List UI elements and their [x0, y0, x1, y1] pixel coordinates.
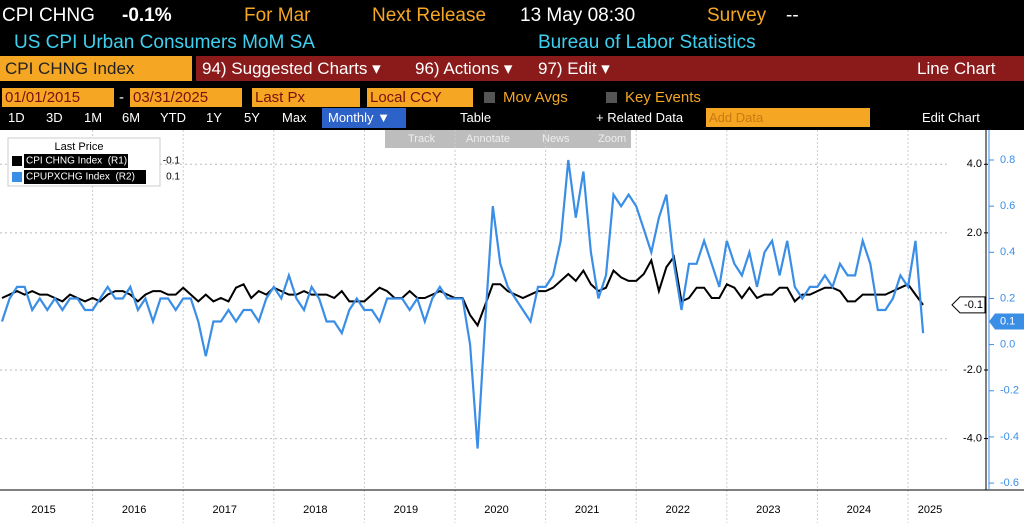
- release-time: 13 May 08:30: [520, 5, 636, 26]
- y2-tick-label: 0.6: [1000, 200, 1015, 212]
- x-tick-label: 2020: [484, 504, 508, 516]
- period-button[interactable]: 3D: [46, 110, 63, 125]
- description: US CPI Urban Consumers MoM SA: [14, 32, 315, 53]
- y-tick-label: -2.0: [963, 364, 982, 376]
- legend-label-bg: [24, 154, 128, 168]
- survey-label: Survey: [707, 5, 767, 26]
- legend-value: 0.1: [166, 172, 180, 183]
- edit[interactable]: 97) Edit ▾: [538, 59, 610, 78]
- security[interactable]: CPI CHNG Index: [5, 59, 135, 78]
- legend-swatch: [12, 156, 22, 166]
- legend-label: CPI CHNG Index (R1): [26, 156, 127, 167]
- period-button[interactable]: 1M: [84, 110, 103, 125]
- y2-tick-label: 0.4: [1000, 246, 1015, 258]
- legend-swatch: [12, 172, 22, 182]
- y2-tick-label: -0.4: [1000, 431, 1019, 443]
- chart-tool: Zoom: [598, 133, 626, 145]
- last-marker: [989, 313, 1024, 330]
- period-button[interactable]: 5Y: [244, 110, 260, 125]
- legend-value: -0.1: [163, 156, 181, 167]
- x-tick-label: 2016: [122, 504, 146, 516]
- x-tick-label: 2018: [303, 504, 327, 516]
- start-date[interactable]: 01/01/2015: [2, 88, 114, 107]
- security-box[interactable]: [0, 56, 192, 81]
- chart-tool: Annotate: [466, 133, 510, 145]
- y2-tick-label: 0.0: [1000, 339, 1015, 351]
- suggested-charts[interactable]: 94) Suggested Charts ▾: [202, 59, 381, 78]
- actions[interactable]: 96) Actions ▾: [415, 59, 513, 78]
- y2-tick-label: 0.2: [1000, 292, 1015, 304]
- x-tick-label: 2024: [847, 504, 871, 516]
- checkbox[interactable]: [606, 92, 617, 103]
- chart: Track Annotate News Zoom 2015 2016 2017 2018 201…: [0, 130, 1024, 523]
- tool-strip: [385, 130, 631, 148]
- period-button[interactable]: 1D: [8, 110, 25, 125]
- series-line: [0, 159, 925, 449]
- x-tick-label: 2017: [212, 504, 236, 516]
- x-tick-label: 2021: [575, 504, 599, 516]
- currency[interactable]: Local CCY: [367, 88, 473, 107]
- frequency-box[interactable]: [322, 108, 406, 128]
- period-button[interactable]: Max: [282, 110, 307, 125]
- y-tick-label: -4.0: [963, 432, 982, 444]
- related-data[interactable]: + Related Data: [596, 111, 684, 124]
- y2-tick-label: 0.8: [1000, 154, 1015, 166]
- dash: -: [119, 89, 124, 106]
- field[interactable]: Last Px: [252, 88, 360, 107]
- chart-tool: Track: [408, 133, 436, 145]
- end-date[interactable]: 03/31/2025: [130, 88, 242, 107]
- last-marker: [951, 296, 986, 314]
- x-tick-label: 2022: [665, 504, 689, 516]
- mov-avgs[interactable]: Mov Avgs: [503, 89, 568, 106]
- chart-background: [0, 130, 1024, 523]
- last-value: 0.1: [1000, 315, 1015, 327]
- x-tick-label: 2019: [394, 504, 418, 516]
- frequency[interactable]: Monthly ▼: [328, 110, 390, 125]
- legend-label: CPUPXCHG Index (R2): [26, 172, 135, 183]
- table[interactable]: Table: [460, 110, 492, 125]
- for-label: For Mar: [244, 5, 311, 26]
- release-label: Next Release: [372, 5, 487, 26]
- menu-bar: [196, 56, 1024, 81]
- edit-chart[interactable]: Edit Chart: [922, 110, 980, 125]
- ticker: CPI CHNG: [2, 5, 95, 26]
- chart-tool: News: [542, 133, 570, 145]
- period-button[interactable]: 1Y: [206, 110, 222, 125]
- period-button[interactable]: 6M: [122, 110, 141, 125]
- add-data-box[interactable]: [706, 108, 870, 127]
- chart-type[interactable]: Line Chart: [917, 59, 996, 78]
- y-tick-label: 2.0: [967, 227, 982, 239]
- period-button[interactable]: YTD: [160, 110, 186, 125]
- key-events[interactable]: Key Events: [625, 89, 701, 106]
- y-tick-label: 4.0: [967, 158, 982, 170]
- y2-tick-label: -0.2: [1000, 385, 1019, 397]
- legend-label-bg: [24, 170, 146, 184]
- x-tick-label: 2015: [31, 504, 55, 516]
- x-tick-label: 2023: [756, 504, 780, 516]
- change: -0.1%: [122, 5, 172, 26]
- x-tick-label: 2025: [918, 504, 942, 516]
- add-data[interactable]: Add Data: [709, 110, 764, 125]
- legend-title: Last Price: [55, 141, 104, 153]
- y2-tick-label: -0.6: [1000, 477, 1019, 489]
- survey-value: --: [786, 5, 799, 26]
- source: Bureau of Labor Statistics: [538, 32, 756, 53]
- checkbox[interactable]: [484, 92, 495, 103]
- last-value: -0.1: [964, 299, 983, 311]
